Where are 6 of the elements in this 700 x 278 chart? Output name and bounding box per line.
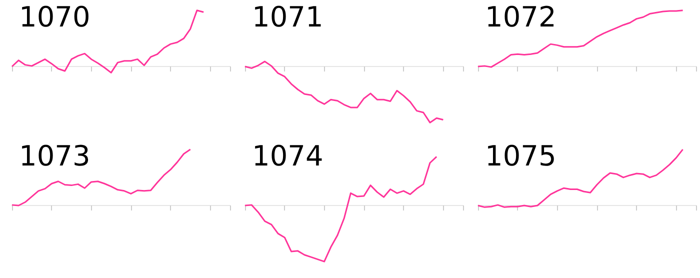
chart-title: 1073 xyxy=(19,140,90,172)
chart-title: 1074 xyxy=(252,140,324,172)
chart-title: 1075 xyxy=(485,140,556,172)
chart-title: 1072 xyxy=(485,0,556,34)
chart-title: 1071 xyxy=(252,0,324,34)
chart-title: 1070 xyxy=(19,0,90,34)
